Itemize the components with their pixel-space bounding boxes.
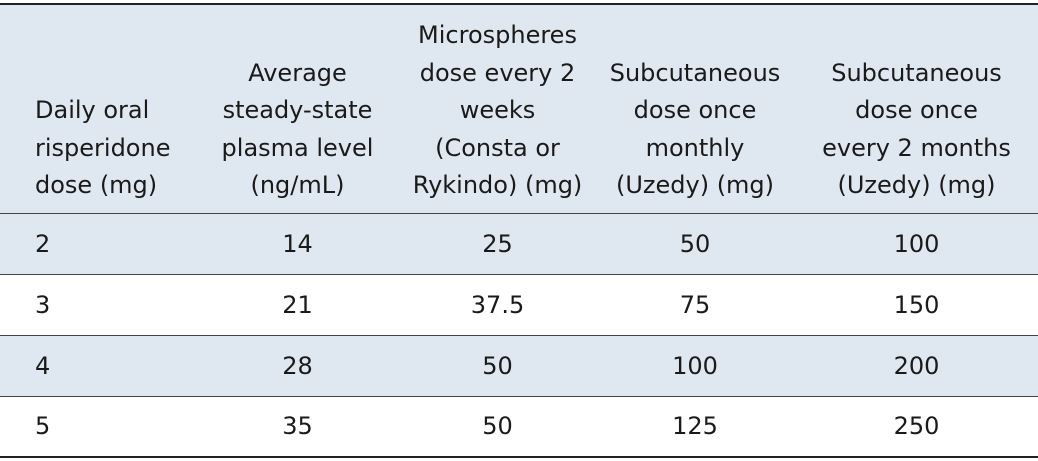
table-cell: 5 — [35, 412, 51, 441]
header-line: dose once — [633, 96, 757, 124]
header-cell: Daily oral risperidone dose (mg) — [0, 4, 195, 213]
header-line: dose (mg) — [35, 171, 158, 199]
table-cell: 150 — [893, 290, 940, 319]
header-line: dose every 2 — [419, 58, 576, 87]
header-cell: Subcutaneous dose once monthly (Uzedy) (mg) — [595, 4, 795, 213]
table-cell: 4 — [35, 351, 51, 380]
header-cell: Average steady-state plasma level (ng/mL) — [195, 4, 400, 213]
table-cell: 50 — [679, 229, 711, 258]
table-row: 2 14 25 50 100 — [0, 213, 1038, 274]
table-cell: 3 — [35, 290, 51, 319]
header-line: Microspheres — [418, 21, 577, 49]
header-cell: Microspheres dose every 2 weeks (Consta or R… — [400, 4, 595, 213]
table-cell: 100 — [893, 229, 940, 258]
header-line: every 2 months — [822, 133, 1011, 162]
table-row: 5 35 50 125 250 — [0, 396, 1038, 457]
table-cell: 2 — [35, 229, 51, 258]
table-cell: 28 — [282, 351, 313, 380]
table-cell: 100 — [672, 351, 718, 380]
table-cell: 200 — [893, 351, 940, 380]
header-line: (Uzedy) (mg) — [615, 171, 775, 199]
header-line: Rykindo) (mg) — [412, 171, 583, 199]
header-line: weeks — [459, 96, 536, 124]
table-cell: 75 — [679, 290, 711, 319]
header-line: steady-state — [222, 96, 373, 124]
dose-table: Daily oral risperidone dose (mg) Average ste… — [0, 3, 1038, 458]
header-line: plasma level — [221, 133, 374, 162]
table-cell: 50 — [482, 351, 513, 380]
header-line: monthly — [645, 133, 745, 162]
header-line: (ng/mL) — [250, 171, 345, 199]
table-row: 4 28 50 100 200 — [0, 335, 1038, 396]
header-line: dose once — [855, 96, 978, 124]
table-cell: 14 — [282, 229, 313, 258]
table-row: 3 21 37.5 75 150 — [0, 274, 1038, 335]
header-line: Subcutaneous — [609, 58, 781, 87]
table-header: Daily oral risperidone dose (mg) Average ste… — [0, 4, 1038, 213]
table-cell: 21 — [282, 290, 313, 319]
header-line: risperidone — [35, 133, 171, 162]
header-line: Subcutaneous — [831, 58, 1002, 87]
table-cell: 50 — [482, 412, 513, 441]
table-cell: 250 — [893, 412, 940, 441]
header-line: (Uzedy) (mg) — [837, 171, 996, 199]
table-cell: 37.5 — [470, 290, 525, 319]
table-cell: 125 — [672, 412, 718, 441]
header-line: Average — [248, 58, 347, 87]
header-line: (Consta or — [435, 133, 560, 162]
table-cell: 35 — [282, 412, 313, 441]
table-body: 2 14 25 50 100 3 21 37.5 75 150 4 28 50 100 200 5 35 50 12… — [0, 213, 1038, 457]
table-cell: 25 — [482, 229, 513, 258]
header-cell: Subcutaneous dose once every 2 months (Uzed… — [795, 4, 1038, 213]
header-row: Daily oral risperidone dose (mg) Average ste… — [0, 4, 1038, 213]
header-line: Daily oral — [35, 96, 150, 124]
